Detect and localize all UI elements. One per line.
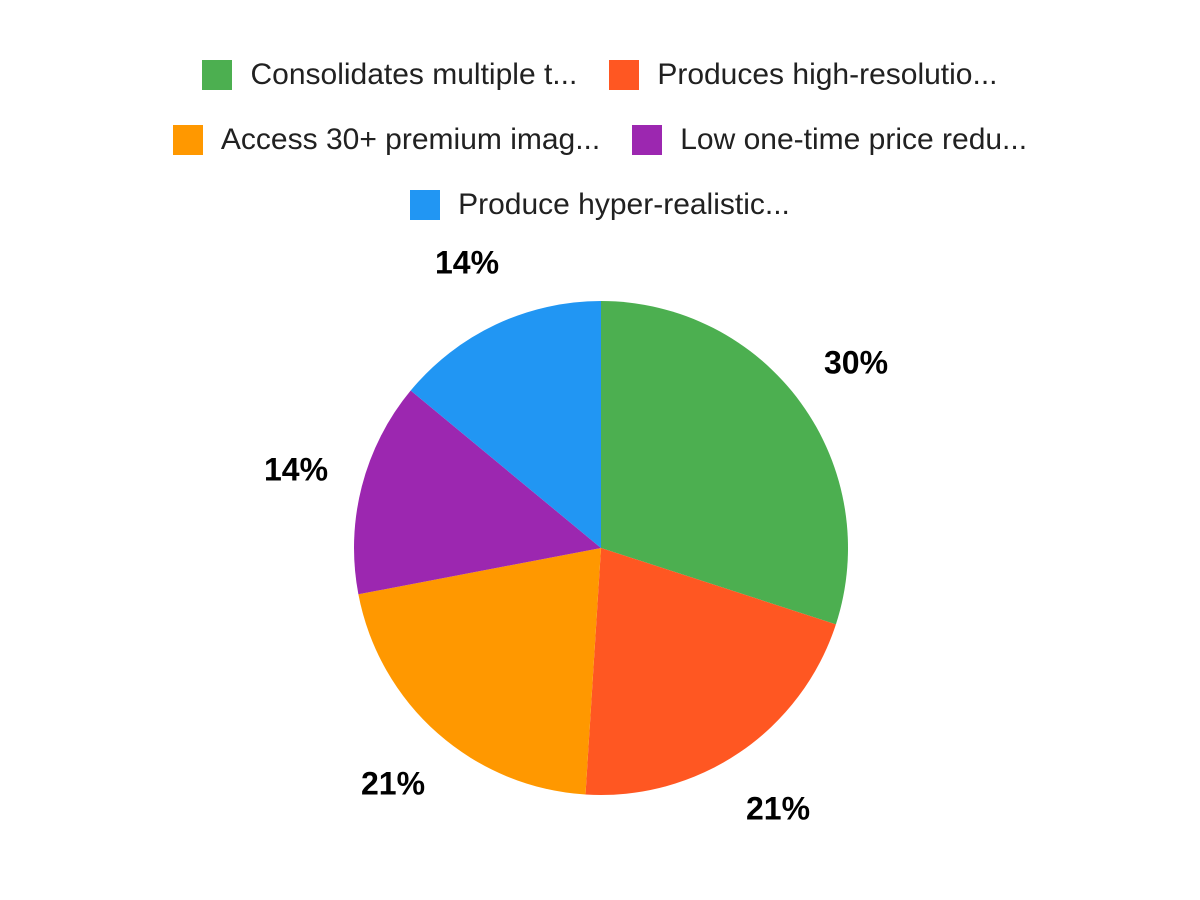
legend-swatch-icon (609, 60, 640, 90)
legend-swatch-icon (410, 190, 441, 220)
legend-label: Produce hyper-realistic... (458, 188, 790, 221)
legend-label: Access 30+ premium imag... (220, 123, 601, 156)
pie-slice-2 (585, 548, 836, 795)
legend-row-2: Access 30+ premium imag... Low one-time p… (0, 124, 1200, 156)
legend-row-3: Produce hyper-realistic... (0, 189, 1200, 221)
pie-percent-label-3: 21% (360, 765, 426, 802)
pie-slice-1 (601, 301, 848, 625)
pie-percent-label-2: 21% (745, 790, 811, 827)
legend-item-2: Produces high-resolutio... (609, 58, 998, 91)
legend-swatch-icon (172, 125, 203, 155)
legend-swatch-icon (202, 60, 233, 90)
legend-item-5: Produce hyper-realistic... (410, 189, 790, 221)
legend-label: Consolidates multiple t... (250, 58, 578, 91)
legend-row-1: Consolidates multiple t... Produces high-… (0, 59, 1200, 91)
pie-percent-label-1: 30% (823, 344, 889, 381)
pie-slice-5 (410, 301, 601, 548)
pie-slice-3 (358, 548, 601, 795)
legend-label: Low one-time price redu... (680, 123, 1028, 156)
chart-legend: Consolidates multiple t... Produces high-… (0, 59, 1200, 221)
pie-percent-label-5: 14% (434, 244, 500, 281)
legend-item-1: Consolidates multiple t... (202, 59, 577, 91)
legend-label: Produces high-resolutio... (657, 58, 998, 91)
legend-item-4: Low one-time price redu... (632, 124, 1027, 156)
pie-slice-4 (354, 390, 601, 595)
pie-percent-label-4: 14% (263, 451, 329, 488)
legend-swatch-icon (632, 125, 663, 155)
legend-item-3: Access 30+ premium imag... (172, 123, 601, 156)
